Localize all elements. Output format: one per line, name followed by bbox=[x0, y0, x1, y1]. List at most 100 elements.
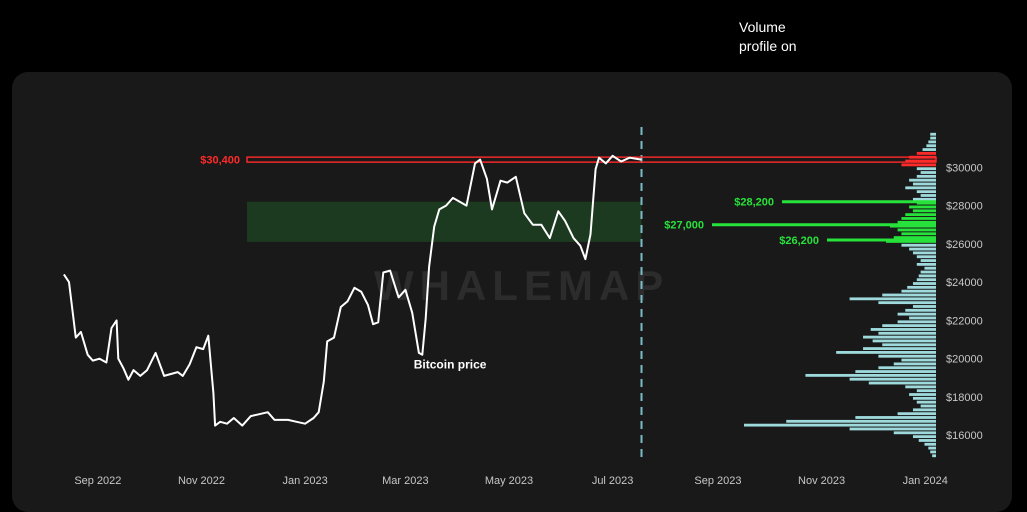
support-label: $27,000 bbox=[664, 220, 704, 232]
volume-bar bbox=[922, 148, 936, 151]
volume-bar bbox=[912, 182, 936, 186]
volume-bar bbox=[920, 259, 936, 262]
volume-bar bbox=[872, 339, 936, 343]
volume-bar bbox=[897, 220, 936, 224]
volume-bar bbox=[878, 366, 936, 370]
volume-bar bbox=[805, 373, 936, 377]
volume-bar bbox=[901, 163, 936, 167]
volume-bar bbox=[855, 416, 936, 419]
volume-bar bbox=[916, 255, 936, 259]
x-tick-label: Nov 2023 bbox=[798, 475, 845, 487]
x-tick-label: Jan 2023 bbox=[282, 475, 327, 487]
volume-bar bbox=[916, 400, 936, 404]
price-chart: WHALEMAP $30,400 $28,200 $27,000 $26,200 $1… bbox=[63, 127, 983, 487]
y-tick-label: $22000 bbox=[946, 315, 983, 327]
volume-bar bbox=[916, 278, 936, 282]
volume-bar bbox=[893, 362, 936, 366]
volume-bar bbox=[912, 282, 936, 285]
volume-bar bbox=[912, 396, 936, 400]
volume-bar bbox=[928, 446, 936, 450]
volume-bar bbox=[901, 217, 936, 220]
volume-bar bbox=[916, 262, 936, 266]
volume-bar bbox=[918, 439, 936, 442]
volume-bar bbox=[897, 312, 936, 316]
volume-bar bbox=[870, 328, 936, 331]
volume-bar bbox=[912, 209, 936, 213]
resistance-line bbox=[246, 156, 937, 163]
volume-bar bbox=[930, 136, 936, 140]
volume-bar bbox=[882, 293, 936, 297]
x-tick-label: Sep 2023 bbox=[694, 475, 741, 487]
resistance-label: $30,400 bbox=[200, 155, 240, 167]
y-tick-label: $24000 bbox=[946, 277, 983, 289]
x-tick-label: May 2023 bbox=[485, 475, 533, 487]
x-tick-label: Sep 2022 bbox=[74, 475, 121, 487]
support-zone bbox=[247, 201, 642, 242]
volume-bar bbox=[920, 171, 936, 174]
volume-bar bbox=[878, 354, 936, 358]
volume-bar bbox=[909, 178, 936, 182]
volume-bar bbox=[912, 197, 936, 201]
volume-bar bbox=[878, 301, 936, 305]
volume-bar bbox=[918, 274, 936, 278]
y-tick-label: $18000 bbox=[946, 392, 983, 404]
volume-bar bbox=[905, 186, 936, 190]
volume-bar bbox=[893, 236, 936, 239]
volume-bar bbox=[744, 423, 936, 427]
volume-bar bbox=[909, 247, 936, 251]
volume-bar bbox=[916, 190, 936, 194]
y-tick-label: $16000 bbox=[946, 430, 983, 442]
support-label: $26,200 bbox=[779, 235, 819, 247]
volume-bar bbox=[909, 393, 936, 396]
volume-bar bbox=[863, 335, 936, 339]
volume-bar bbox=[916, 167, 936, 171]
volume-bar bbox=[912, 251, 936, 255]
x-tick-label: Mar 2023 bbox=[382, 475, 428, 487]
volume-bar bbox=[912, 305, 936, 308]
volume-bar bbox=[897, 412, 936, 416]
volume-bar bbox=[882, 324, 936, 328]
volume-bar bbox=[868, 381, 936, 385]
volume-bar bbox=[893, 431, 936, 435]
y-tick-label: $26000 bbox=[946, 239, 983, 251]
volume-bar bbox=[916, 151, 936, 155]
x-tick-label: Nov 2022 bbox=[178, 475, 225, 487]
volume-bar bbox=[836, 351, 936, 354]
volume-bar bbox=[901, 289, 936, 293]
volume-bar bbox=[930, 132, 936, 136]
volume-bar bbox=[907, 285, 936, 289]
volume-bar bbox=[905, 308, 936, 312]
volume-profile-caption: Volume profile on bbox=[739, 19, 797, 54]
volume-bar bbox=[901, 358, 936, 362]
x-tick-label: Jul 2023 bbox=[592, 475, 634, 487]
volume-bar bbox=[855, 370, 936, 373]
volume-bar bbox=[924, 442, 936, 446]
volume-bar bbox=[901, 232, 936, 236]
volume-bar bbox=[920, 194, 936, 197]
volume-bar bbox=[930, 450, 936, 454]
volume-bar bbox=[912, 435, 936, 439]
volume-bar bbox=[849, 297, 936, 301]
volume-bar bbox=[932, 454, 936, 458]
volume-bar bbox=[916, 174, 936, 178]
volume-bar bbox=[786, 419, 936, 423]
volume-bar bbox=[897, 320, 936, 324]
volume-bar bbox=[878, 331, 936, 335]
volume-bar bbox=[905, 159, 936, 163]
volume-bar bbox=[905, 385, 936, 389]
whalemap-watermark: WHALEMAP bbox=[374, 262, 669, 309]
chart-panel: WHALEMAP $30,400 $28,200 $27,000 $26,200 $1… bbox=[12, 72, 1012, 512]
bitcoin-price-label: Bitcoin price bbox=[414, 357, 487, 371]
volume-bar bbox=[926, 144, 936, 148]
bitcoin-price-line bbox=[63, 154, 642, 427]
volume-bar bbox=[905, 213, 936, 217]
volume-bar bbox=[901, 243, 936, 247]
volume-bar bbox=[920, 270, 936, 274]
volume-bar bbox=[849, 427, 936, 431]
y-tick-label: $20000 bbox=[946, 354, 983, 366]
volume-bar bbox=[928, 140, 936, 144]
volume-bar bbox=[863, 347, 936, 350]
volume-bar bbox=[882, 343, 936, 347]
volume-bar bbox=[916, 389, 936, 393]
volume-bar bbox=[909, 316, 936, 320]
